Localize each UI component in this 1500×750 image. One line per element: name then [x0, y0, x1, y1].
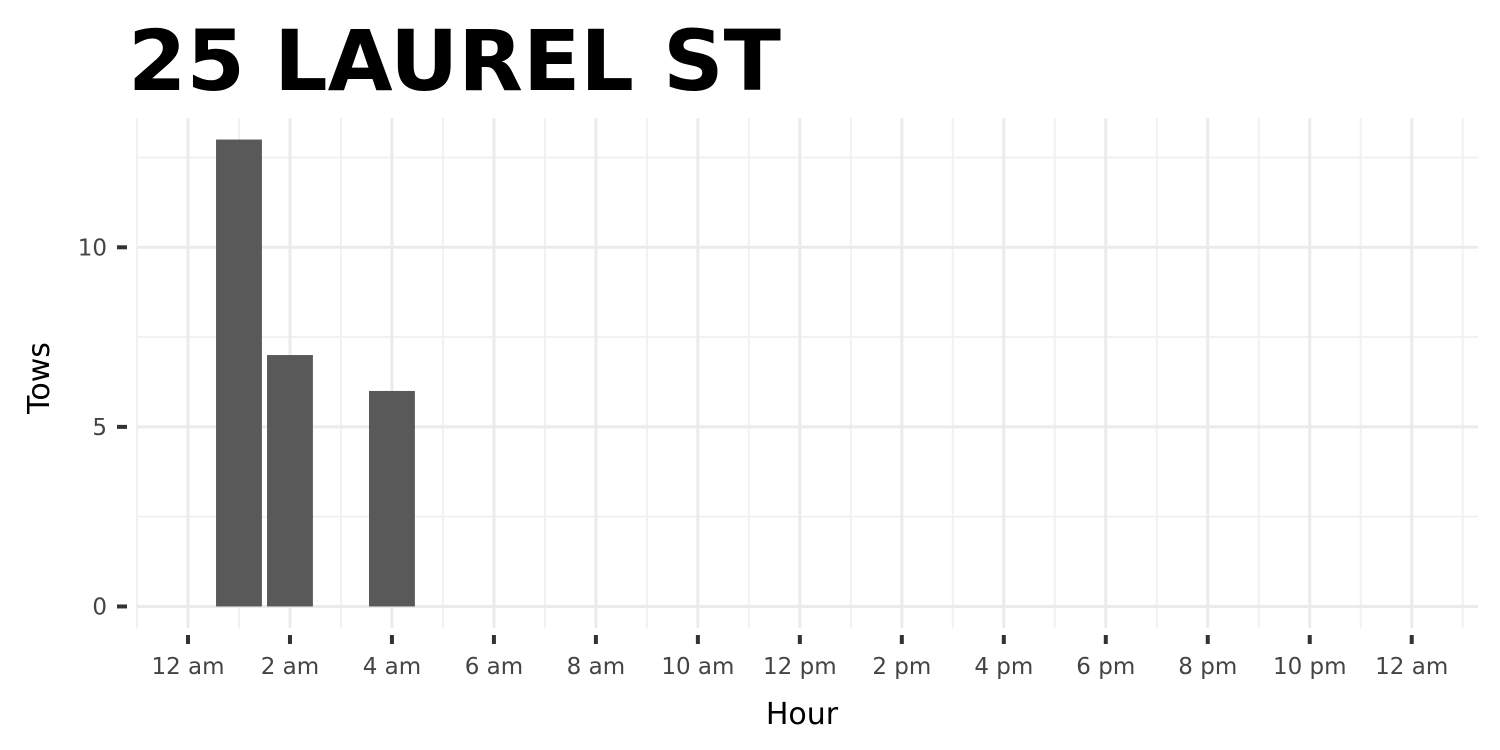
x-tick-label: 2 pm	[872, 654, 931, 680]
x-tick-label: 4 pm	[974, 654, 1033, 680]
x-tick-label: 8 am	[567, 654, 625, 680]
x-tick-label: 8 pm	[1178, 654, 1237, 680]
y-tick-label: 0	[92, 594, 107, 620]
grid-lines	[136, 118, 1478, 628]
x-tick-label: 12 am	[151, 654, 224, 680]
y-tick-label: 10	[78, 235, 107, 261]
x-axis-title: Hour	[766, 697, 839, 732]
y-axis: 0 5 10	[78, 235, 127, 620]
bar	[216, 139, 262, 607]
x-tick-label: 12 am	[1375, 654, 1448, 680]
x-tick-label: 10 am	[661, 654, 734, 680]
x-tick-label: 10 pm	[1273, 654, 1347, 680]
y-tick-label: 5	[92, 415, 107, 441]
x-axis: 12 am 2 am 4 am 6 am 8 am 10 am 12 pm 2 pm 4 pm 6…	[151, 635, 1448, 680]
x-tick-label: 12 pm	[763, 654, 837, 680]
chart-title: 25 LAUREL ST	[128, 12, 781, 110]
x-tick-label: 6 am	[465, 654, 523, 680]
x-tick-label: 4 am	[363, 654, 421, 680]
bars	[216, 139, 415, 607]
bar	[267, 355, 313, 607]
x-tick-label: 2 am	[261, 654, 319, 680]
bar	[368, 390, 415, 607]
y-axis-title: Tows	[22, 342, 57, 415]
x-tick-label: 6 pm	[1076, 654, 1135, 680]
